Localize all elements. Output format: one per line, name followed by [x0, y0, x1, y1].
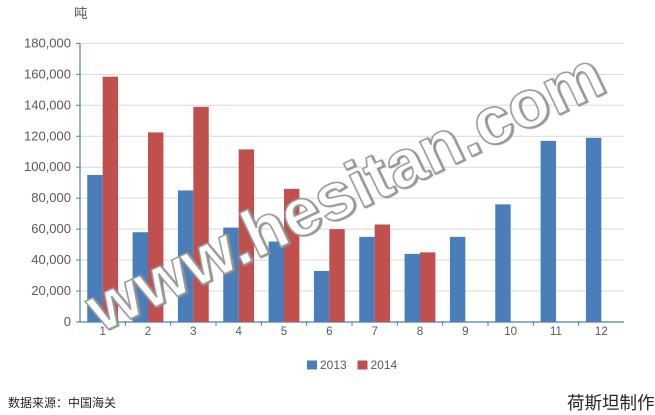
svg-text:2014: 2014: [371, 358, 398, 372]
svg-text:6: 6: [326, 326, 332, 338]
svg-text:10: 10: [504, 326, 517, 338]
svg-text:吨: 吨: [74, 6, 88, 21]
svg-text:9: 9: [462, 326, 468, 338]
svg-text:0: 0: [64, 314, 71, 329]
svg-text:180,000: 180,000: [24, 35, 71, 50]
svg-text:7: 7: [371, 326, 377, 338]
svg-text:2013: 2013: [320, 358, 347, 372]
svg-text:8: 8: [417, 326, 423, 338]
svg-text:3: 3: [190, 326, 196, 338]
svg-text:40,000: 40,000: [31, 252, 71, 267]
svg-text:11: 11: [550, 326, 562, 338]
svg-text:120,000: 120,000: [24, 128, 71, 143]
svg-text:4: 4: [235, 326, 242, 338]
svg-text:数据来源：中国海关: 数据来源：中国海关: [8, 395, 116, 410]
svg-text:荷斯坦制作: 荷斯坦制作: [567, 393, 655, 413]
svg-text:140,000: 140,000: [24, 97, 71, 112]
svg-text:20,000: 20,000: [31, 283, 71, 298]
svg-text:5: 5: [281, 326, 287, 338]
svg-text:100,000: 100,000: [24, 159, 71, 174]
svg-text:12: 12: [595, 326, 608, 338]
svg-text:160,000: 160,000: [24, 66, 71, 81]
svg-text:60,000: 60,000: [31, 221, 71, 236]
svg-text:80,000: 80,000: [31, 190, 71, 205]
